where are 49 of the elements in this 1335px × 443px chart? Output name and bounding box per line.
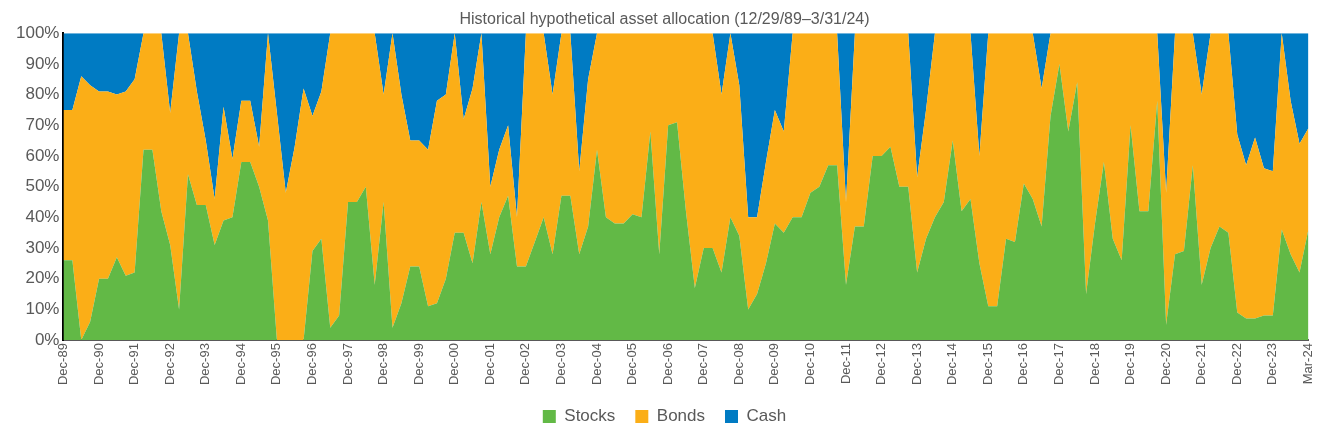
x-tick-label: Dec-96: [304, 343, 320, 386]
x-tick-label: Dec-06: [659, 343, 675, 386]
y-tick-label: 70%: [25, 114, 60, 134]
x-tick-label: Dec-92: [161, 343, 177, 386]
legend-label: Bonds: [656, 406, 706, 426]
x-tick-label: Dec-23: [1264, 343, 1280, 386]
x-tick-label: Dec-07: [695, 343, 711, 386]
x-tick-label: Dec-04: [588, 343, 604, 386]
x-tick-label: Dec-15: [979, 343, 995, 386]
x-tick-label: Dec-01: [481, 343, 497, 386]
x-tick-label: Dec-05: [624, 343, 640, 386]
legend-label: Stocks: [564, 406, 616, 426]
x-tick-label: Dec-98: [375, 343, 391, 386]
y-tick-label: 20%: [25, 268, 60, 288]
x-tick-label: Dec-94: [232, 343, 248, 386]
x-tick-label: Dec-17: [1050, 343, 1066, 386]
y-tick-label: 60%: [25, 145, 60, 165]
x-tick-label: Dec-00: [446, 343, 462, 386]
x-tick-label: Dec-14: [944, 343, 960, 386]
x-tick-label: Dec-16: [1015, 343, 1031, 386]
x-tick-label: Dec-90: [90, 343, 106, 386]
x-tick-label: Dec-97: [339, 343, 355, 386]
x-tick-label: Dec-13: [908, 343, 924, 386]
y-tick-label: 90%: [25, 53, 60, 73]
x-tick-label: Dec-11: [837, 343, 853, 385]
x-tick-label: Dec-09: [766, 343, 782, 386]
x-tick-label: Dec-02: [517, 343, 533, 386]
y-tick-label: 100%: [16, 22, 60, 42]
x-tick-label: Dec-93: [197, 343, 213, 386]
x-tick-label: Dec-08: [730, 343, 746, 386]
x-tick-label: Dec-18: [1086, 343, 1102, 386]
x-tick-label: Dec-10: [802, 343, 818, 386]
x-tick-label: Dec-95: [268, 343, 284, 386]
x-tick-label: Dec-03: [553, 343, 569, 386]
y-tick-label: 10%: [25, 299, 60, 319]
x-tick-label: Dec-19: [1122, 343, 1138, 386]
x-tick-label: Dec-99: [410, 343, 426, 386]
y-tick-label: 30%: [25, 237, 60, 257]
y-tick-label: 40%: [25, 207, 60, 227]
legend-label: Cash: [746, 406, 787, 426]
chart-title: Historical hypothetical asset allocation (12/29/89–3/31/24): [459, 10, 870, 28]
y-tick-label: 80%: [25, 84, 60, 104]
x-tick-label: Dec-20: [1157, 343, 1173, 386]
x-tick-label: Dec-91: [126, 343, 142, 386]
x-tick-label: Dec-21: [1193, 343, 1209, 386]
x-tick-label: Mar-24: [1299, 343, 1315, 385]
x-tick-label: Dec-22: [1228, 343, 1244, 386]
y-tick-label: 50%: [25, 176, 60, 196]
x-tick-label: Dec-12: [873, 343, 889, 386]
